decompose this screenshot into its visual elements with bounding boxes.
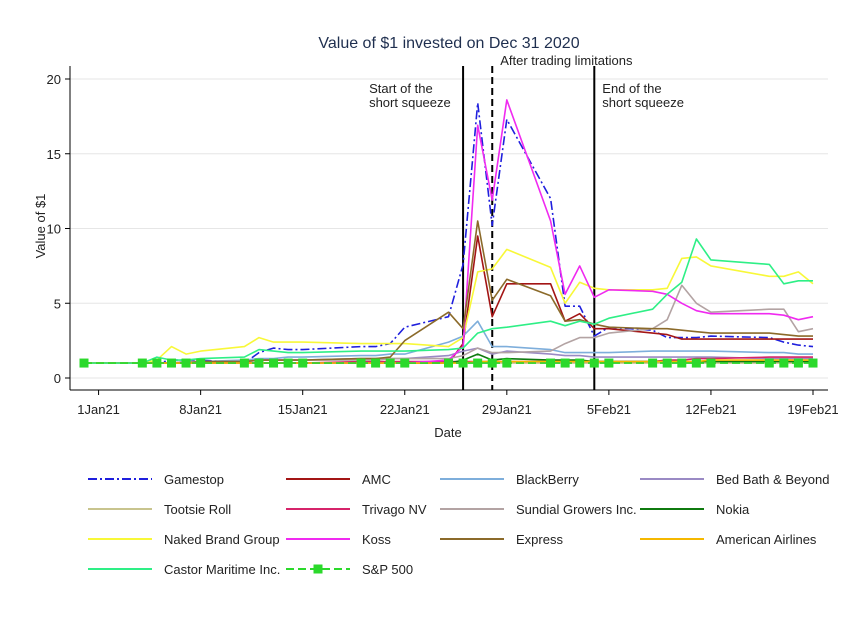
legend-entry: Express	[440, 532, 563, 547]
y-tick-label: 5	[54, 296, 61, 311]
x-tick-label: 15Jan21	[278, 402, 328, 417]
series-point	[283, 358, 293, 368]
series-point	[79, 358, 89, 368]
series-point	[706, 358, 716, 368]
legend-entry: Bed Bath & Beyond	[640, 472, 829, 487]
series-point	[239, 358, 249, 368]
series-point	[385, 358, 395, 368]
legend-entry: BlackBerry	[440, 472, 579, 487]
series-point	[181, 358, 191, 368]
series-point	[356, 358, 366, 368]
x-tick-label: 29Jan21	[482, 402, 532, 417]
series-point	[137, 358, 147, 368]
series-layer	[79, 99, 818, 368]
annotation-label: short squeeze	[602, 95, 684, 110]
legend-label: S&P 500	[362, 562, 413, 577]
y-axis-label: Value of $1	[33, 194, 48, 259]
legend-entry: Naked Brand Group	[88, 532, 280, 547]
series-point	[648, 358, 658, 368]
legend-label: BlackBerry	[516, 472, 579, 487]
legend-label: American Airlines	[716, 532, 817, 547]
legend-entry: Nokia	[640, 502, 750, 517]
legend-entry: S&P 500	[286, 562, 413, 577]
series-point	[298, 358, 308, 368]
annotation-label: Start of the	[369, 81, 433, 96]
series-point	[764, 358, 774, 368]
x-tick-label: 1Jan21	[77, 402, 120, 417]
legend-label: Express	[516, 532, 563, 547]
series-point	[662, 358, 672, 368]
legend-label: AMC	[362, 472, 391, 487]
legend-label: Nokia	[716, 502, 750, 517]
axis-layer: 0 5 10 15 20 1Jan21 8Jan21 15Jan21 22Jan21 29Jan2…	[47, 66, 839, 417]
series-point	[560, 358, 570, 368]
series-point	[458, 358, 468, 368]
legend-marker	[313, 564, 323, 574]
series-point	[152, 358, 162, 368]
legend-entry: Gamestop	[88, 472, 224, 487]
series-point	[254, 358, 264, 368]
x-tick-label: 12Feb21	[685, 402, 736, 417]
chart-title: Value of $1 invested on Dec 31 2020	[318, 35, 579, 52]
x-axis-label: Date	[434, 425, 461, 440]
series-point	[793, 358, 803, 368]
series-point	[371, 358, 381, 368]
legend-label: Castor Maritime Inc.	[164, 562, 280, 577]
series-line	[84, 102, 814, 364]
legend-label: Koss	[362, 532, 391, 547]
legend-entry: Tootsie Roll	[88, 502, 231, 517]
series-point	[779, 358, 789, 368]
series-point	[575, 358, 585, 368]
series-point	[196, 358, 206, 368]
legend-entry: Sundial Growers Inc.	[440, 502, 637, 517]
legend-entry: American Airlines	[640, 532, 817, 547]
series-point	[691, 358, 701, 368]
series-point	[808, 358, 818, 368]
series-point	[502, 358, 512, 368]
legend-label: Tootsie Roll	[164, 502, 231, 517]
legend-label: Trivago NV	[362, 502, 427, 517]
legend-label: Sundial Growers Inc.	[516, 502, 637, 517]
legend-label: Naked Brand Group	[164, 532, 280, 547]
series-point	[546, 358, 556, 368]
series-point	[604, 358, 614, 368]
legend-entry: Koss	[286, 532, 391, 547]
series-point	[473, 358, 483, 368]
x-tick-label: 5Feb21	[587, 402, 631, 417]
series-point	[166, 358, 176, 368]
legend-label: Bed Bath & Beyond	[716, 472, 829, 487]
legend-label: Gamestop	[164, 472, 224, 487]
y-tick-label: 15	[47, 147, 61, 162]
series-line	[84, 99, 814, 364]
x-tick-label: 22Jan21	[380, 402, 430, 417]
annotation-label: short squeeze	[369, 95, 451, 110]
series-line	[84, 248, 814, 364]
y-tick-label: 10	[47, 222, 61, 237]
annotation-label: After trading limitations	[500, 53, 633, 68]
legend-entry: Castor Maritime Inc.	[88, 562, 280, 577]
y-tick-label: 20	[47, 72, 61, 87]
series-point	[589, 358, 599, 368]
legend-entry: Trivago NV	[286, 502, 427, 517]
series-line	[84, 220, 813, 364]
series-line	[84, 238, 813, 364]
legend-entry: AMC	[286, 472, 391, 487]
series-point	[487, 358, 497, 368]
y-tick-label: 0	[54, 371, 61, 386]
series-line	[84, 235, 813, 364]
series-point	[444, 358, 453, 368]
grid-layer	[70, 78, 828, 379]
series-point	[269, 358, 279, 368]
x-tick-label: 8Jan21	[179, 402, 222, 417]
x-tick-label: 19Feb21	[787, 402, 838, 417]
series-point	[677, 358, 687, 368]
annotation-label: End of the	[602, 81, 661, 96]
legend: Gamestop AMC BlackBerry Bed Bath & Beyond To…	[88, 472, 829, 577]
series-point	[400, 358, 410, 368]
